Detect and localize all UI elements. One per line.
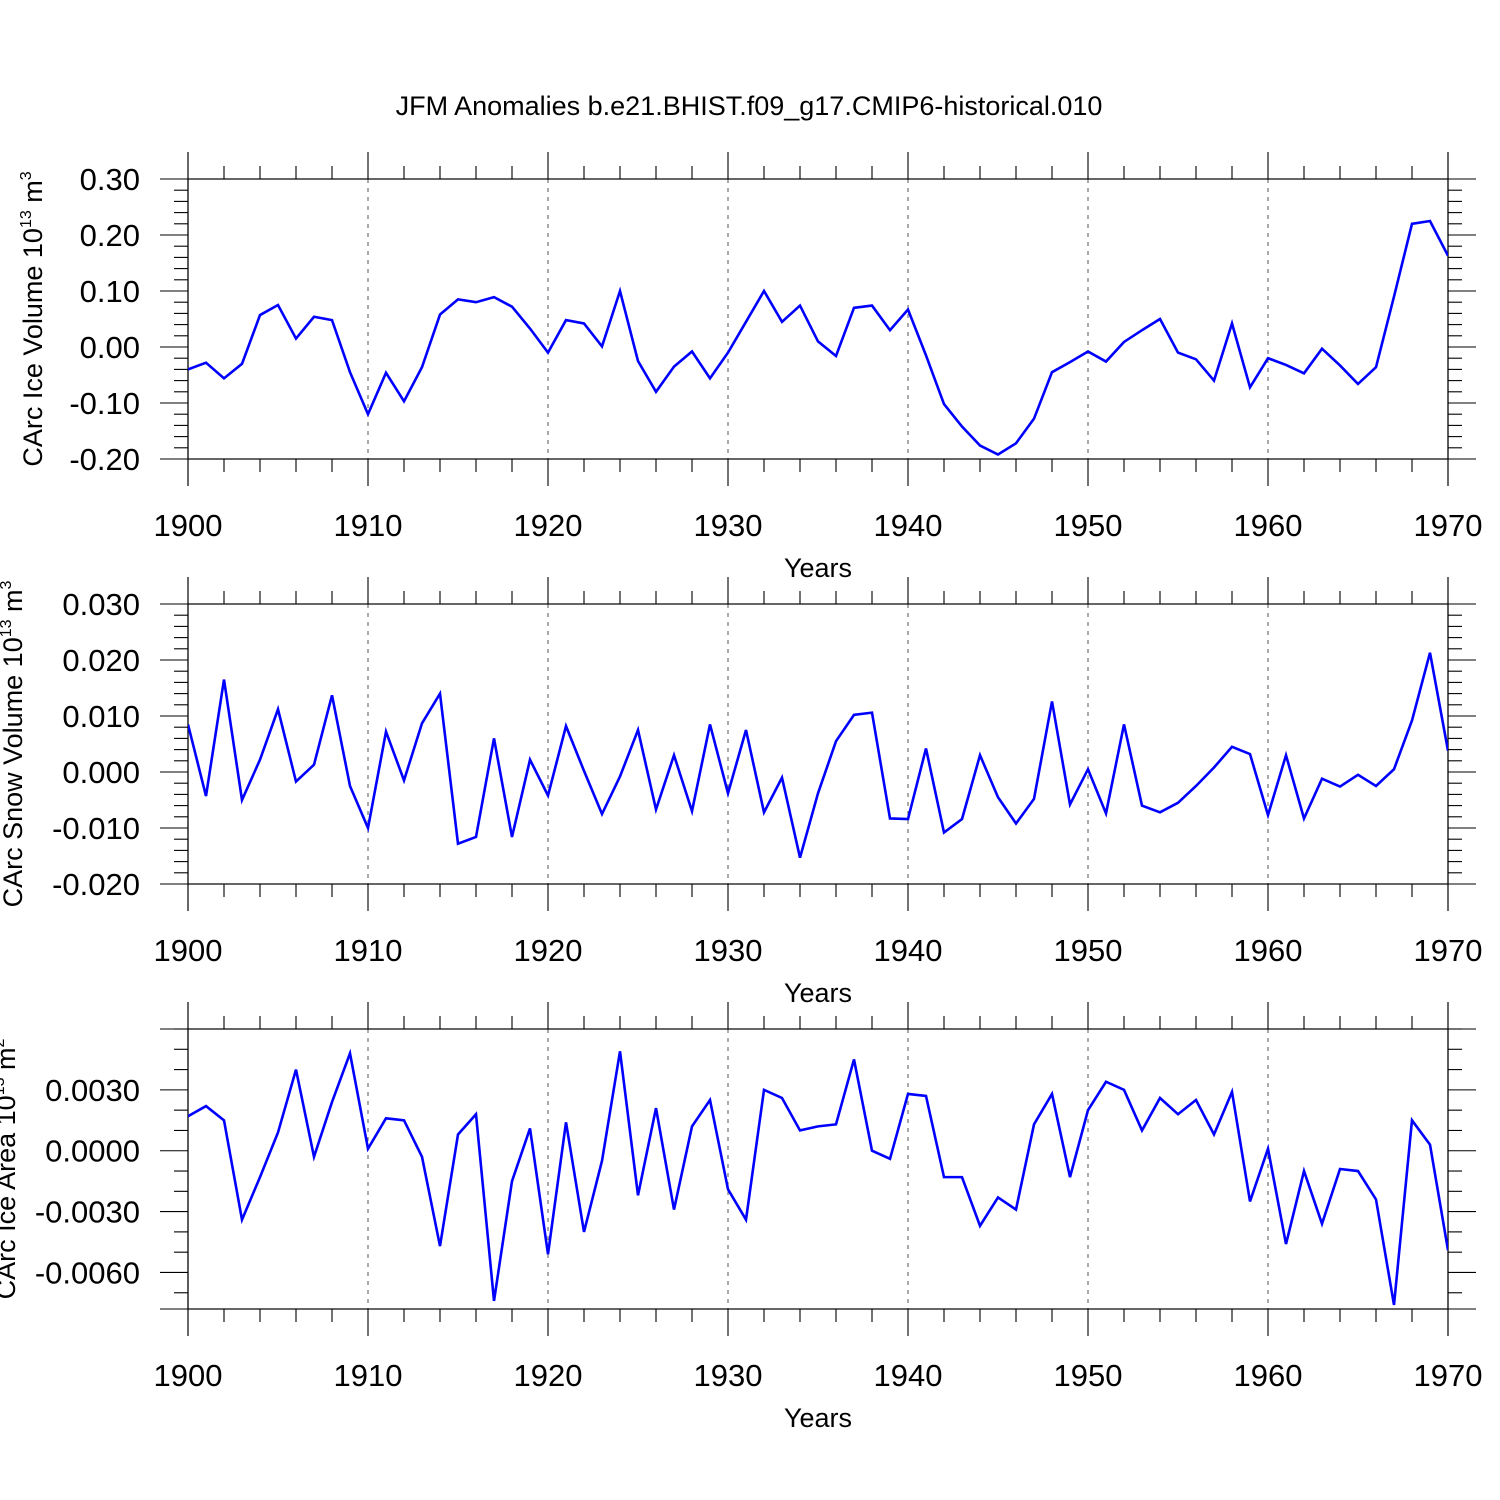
y-tick-label: -0.20 [69, 442, 140, 477]
y-tick-label: -0.010 [52, 811, 140, 846]
x-tick-label: 1930 [694, 508, 763, 543]
data-series-line [188, 652, 1448, 859]
x-tick-label: 1940 [874, 1358, 943, 1393]
plot-frame [187, 178, 1449, 460]
y-tick-label: 0.010 [62, 699, 140, 734]
x-tick-label: 1900 [154, 508, 223, 543]
data-series-line [188, 1048, 1448, 1306]
x-tick-label: 1920 [514, 933, 583, 968]
x-tick-label: 1910 [334, 508, 403, 543]
x-tick-label: 1960 [1234, 1358, 1303, 1393]
x-tick-label: 1910 [334, 933, 403, 968]
x-tick-label: 1940 [874, 508, 943, 543]
chart-panel-3: 1900 1910 1920 1930 1940 1950 1960 1970 Years -0.… [0, 1002, 1482, 1433]
y-tick-label: 0.00 [80, 330, 140, 365]
x-axis-title: Years [784, 553, 852, 583]
y-tick-label: 0.30 [80, 162, 140, 197]
y-tick-label: 0.0000 [45, 1134, 140, 1169]
x-tick-label: 1960 [1234, 508, 1303, 543]
y-tick-label: 0.030 [62, 587, 140, 622]
x-tick-label: 1950 [1054, 933, 1123, 968]
x-tick-label: 1970 [1414, 1358, 1483, 1393]
x-tick-label: 1950 [1054, 1358, 1123, 1393]
panels: 1900 1910 1920 1930 1940 1950 1960 1970 Years -0.… [0, 152, 1482, 1433]
x-tick-label: 1930 [694, 933, 763, 968]
plot-frame [187, 603, 1449, 885]
x-tick-label: 1900 [154, 1358, 223, 1393]
x-tick-label: 1970 [1414, 933, 1483, 968]
x-tick-label: 1940 [874, 933, 943, 968]
x-tick-label: 1900 [154, 933, 223, 968]
y-axis-title: CArc Ice Volume 1013 m3 [18, 171, 48, 466]
x-tick-label: 1950 [1054, 508, 1123, 543]
y-axis-title: CArc Snow Volume 1013 m3 [0, 580, 28, 907]
y-tick-label: 0.000 [62, 755, 140, 790]
y-tick-label: 0.0030 [45, 1073, 140, 1108]
x-axis-title: Years [784, 978, 852, 1008]
y-tick-label: -0.10 [69, 386, 140, 421]
x-tick-label: 1960 [1234, 933, 1303, 968]
y-tick-label: 0.020 [62, 643, 140, 678]
x-axis-title: Years [784, 1403, 852, 1433]
plot-frame [187, 1028, 1449, 1310]
x-tick-label: 1910 [334, 1358, 403, 1393]
x-tick-label: 1930 [694, 1358, 763, 1393]
figure-title: JFM Anomalies b.e21.BHIST.f09_g17.CMIP6-… [396, 91, 1103, 121]
chart-panel-1: 1900 1910 1920 1930 1940 1950 1960 1970 Years -0.… [18, 152, 1482, 583]
y-tick-label: -0.0030 [35, 1195, 140, 1230]
y-tick-label: -0.0060 [35, 1255, 140, 1290]
y-tick-label: -0.020 [52, 867, 140, 902]
x-tick-label: 1970 [1414, 508, 1483, 543]
y-tick-label: 0.20 [80, 218, 140, 253]
y-axis-title: CArc Ice Area 1013 m2 [0, 1039, 21, 1300]
x-tick-label: 1920 [514, 1358, 583, 1393]
data-series-line [188, 219, 1448, 457]
y-tick-label: 0.10 [80, 274, 140, 309]
chart-panel-2: 1900 1910 1920 1930 1940 1950 1960 1970 Years -0.… [0, 577, 1482, 1008]
x-tick-label: 1920 [514, 508, 583, 543]
